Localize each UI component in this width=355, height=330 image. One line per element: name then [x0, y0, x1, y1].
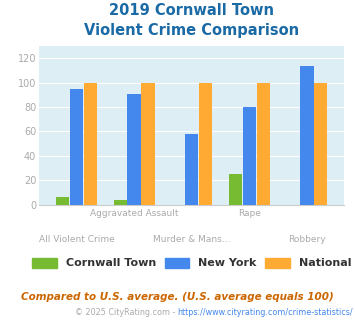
Bar: [257, 83, 270, 205]
Bar: [185, 134, 198, 205]
Bar: [300, 66, 313, 205]
Bar: [199, 83, 212, 205]
Text: Compared to U.S. average. (U.S. average equals 100): Compared to U.S. average. (U.S. average …: [21, 292, 334, 302]
Legend: Cornwall Town, New York, National: Cornwall Town, New York, National: [32, 258, 351, 268]
Text: Murder & Mans...: Murder & Mans...: [153, 235, 230, 244]
Text: https://www.cityrating.com/crime-statistics/: https://www.cityrating.com/crime-statist…: [178, 308, 353, 316]
Bar: [70, 89, 83, 205]
Bar: [314, 83, 327, 205]
Title: 2019 Cornwall Town
Violent Crime Comparison: 2019 Cornwall Town Violent Crime Compari…: [84, 3, 299, 38]
Bar: [229, 174, 242, 205]
Bar: [114, 200, 127, 205]
Text: © 2025 CityRating.com -: © 2025 CityRating.com -: [75, 308, 178, 316]
Bar: [141, 83, 154, 205]
Bar: [56, 197, 69, 205]
Bar: [84, 83, 97, 205]
Bar: [127, 94, 141, 205]
Text: Robbery: Robbery: [288, 235, 326, 244]
Bar: [243, 107, 256, 205]
Text: All Violent Crime: All Violent Crime: [39, 235, 114, 244]
